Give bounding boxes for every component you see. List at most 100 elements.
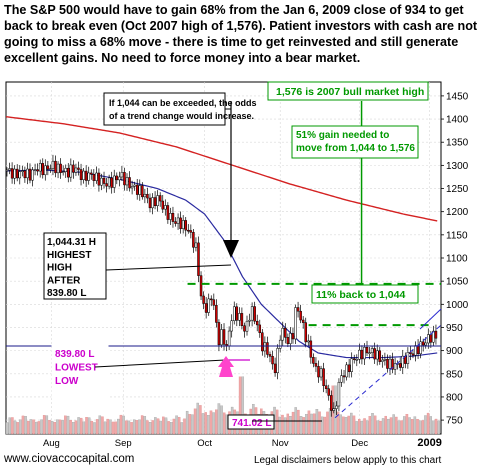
candle-body [102, 177, 106, 184]
candle-body [253, 306, 256, 322]
annotation-gain-text: move from 1,044 to 1,576 [296, 143, 415, 154]
candle-body [49, 168, 52, 170]
candle-body [95, 172, 98, 181]
candle-body [105, 183, 108, 187]
candle-body [368, 352, 371, 354]
candle-body [61, 171, 65, 173]
volume-bar [82, 421, 86, 435]
annotation-11pct-text: 11% back to 1,044 [316, 289, 405, 301]
candle-body [72, 164, 75, 173]
volume-bar [432, 420, 435, 435]
candle-body [138, 185, 142, 195]
volume-bar [342, 416, 345, 435]
volume-bar [434, 418, 438, 435]
x-tick-label: 2009 [417, 437, 441, 449]
candle-body [169, 213, 172, 220]
candle-body [215, 305, 218, 323]
volume-bar [101, 416, 104, 435]
ma-long-line [5, 116, 438, 222]
candle-body [263, 342, 267, 352]
candle-body [332, 408, 336, 411]
candle-body [248, 319, 251, 322]
volume-bar [328, 408, 332, 435]
candle-body [296, 307, 300, 312]
x-tick-label: Oct [197, 438, 212, 449]
volume-bar [352, 415, 356, 435]
candle-body [64, 167, 67, 172]
volume-bar [305, 414, 308, 435]
volume-bar [355, 421, 358, 435]
volume-bar [53, 421, 57, 435]
candle-body [324, 385, 328, 389]
candle-body [383, 359, 387, 361]
candle-body [342, 375, 346, 378]
volume-bar [143, 416, 147, 435]
candle-body [77, 167, 80, 170]
candle-body [5, 169, 9, 172]
candle-body [135, 184, 139, 195]
volume-bar [278, 416, 282, 435]
candle-body [44, 165, 47, 176]
candle-body [194, 242, 198, 248]
candle-body [337, 381, 341, 407]
candle-body [419, 341, 422, 355]
volume-bar [405, 413, 409, 435]
volume-bar [387, 418, 390, 435]
volume-bar [318, 411, 321, 435]
volume-bar [196, 402, 199, 435]
annotation-box-bull-high [267, 81, 429, 101]
volume-bar [365, 420, 369, 435]
volume-bar [209, 410, 213, 435]
candle-body [128, 177, 131, 189]
annotation-trend-text: If 1,044 can be exceeded, the odds [109, 98, 257, 108]
volume-bar [37, 421, 41, 435]
volume-bar [87, 417, 91, 435]
candle-body [38, 163, 42, 172]
volume-bar [45, 415, 49, 435]
volume-bar [410, 419, 414, 435]
y-tick-label: 1150 [446, 230, 468, 241]
candle-body [204, 303, 208, 313]
candle-body [301, 319, 305, 323]
site-url: www.ciovaccocapital.com [4, 453, 135, 465]
candle-body [74, 167, 78, 173]
volume-bar [79, 417, 83, 435]
candle-body [271, 356, 274, 365]
volume-bar [397, 420, 401, 435]
candle-body [238, 313, 241, 321]
volume-bar [172, 418, 176, 435]
candle-body [187, 229, 190, 232]
volume-bar [286, 413, 290, 435]
candle-body [161, 200, 164, 210]
candle-body [153, 197, 157, 206]
candle-body [276, 348, 279, 374]
volume-bar [19, 419, 22, 435]
candle-body [268, 354, 272, 357]
candle-body [401, 355, 405, 368]
volume-bar [368, 416, 372, 435]
headline: The S&P 500 would have to gain 68% from … [4, 3, 478, 65]
volume-bar [183, 418, 186, 435]
candle-body [381, 359, 384, 362]
candle-body [120, 172, 124, 178]
candle-body [317, 366, 320, 378]
volume-bar [336, 411, 340, 435]
volume-bar [207, 415, 210, 435]
candle-body [350, 358, 353, 372]
candle-body [299, 310, 302, 321]
volume-bar [125, 420, 128, 435]
volume-bar [162, 416, 165, 435]
volume-bar [106, 418, 109, 435]
volume-bar [98, 415, 102, 435]
candle-body [90, 172, 93, 175]
candle-body [294, 307, 297, 340]
volume-bar [238, 376, 242, 435]
candle-body [427, 334, 430, 344]
candle-body [319, 368, 323, 378]
candle-body [335, 405, 338, 409]
candle-body [54, 160, 57, 174]
candle-body [15, 168, 19, 179]
volume-bar [281, 414, 284, 435]
candle-body [56, 163, 60, 174]
volume-bar [27, 420, 30, 435]
